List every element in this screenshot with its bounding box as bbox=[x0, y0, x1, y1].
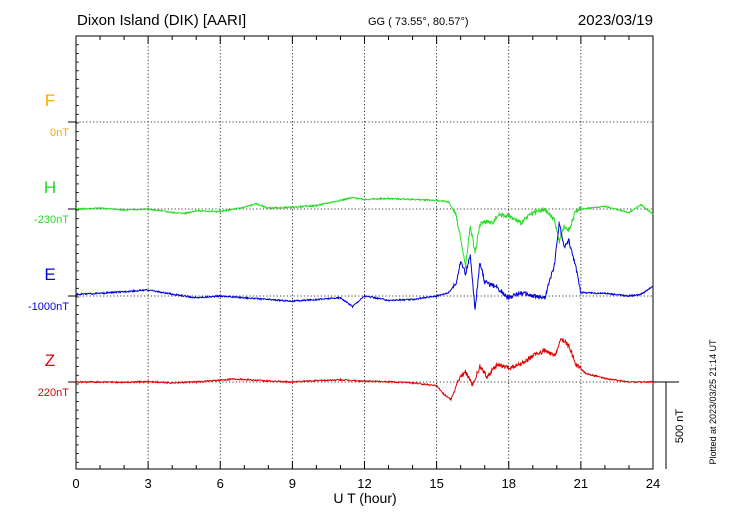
component-label-z: Z bbox=[45, 351, 55, 370]
component-traces bbox=[75, 196, 654, 402]
x-tick-label: 15 bbox=[429, 476, 443, 491]
trace-e bbox=[75, 221, 654, 310]
vertical-gridlines bbox=[147, 36, 582, 469]
horizontal-gridlines bbox=[68, 121, 653, 383]
plot-date: 2023/03/19 bbox=[578, 12, 653, 29]
component-label-e: E bbox=[44, 265, 55, 284]
station-coordinates: GG ( 73.55°, 80.57°) bbox=[368, 16, 469, 28]
x-axis-ticks: 0 3 6 9 12 15 18 21 24 bbox=[72, 35, 660, 491]
x-tick-label: 9 bbox=[289, 476, 296, 491]
scale-bar: 500 nT bbox=[653, 381, 686, 469]
x-tick-label: 3 bbox=[145, 476, 152, 491]
component-baseline-e: -1000nT bbox=[28, 301, 69, 313]
x-tick-label: 21 bbox=[574, 476, 588, 491]
trace-h bbox=[75, 196, 654, 269]
component-baseline-f: 0nT bbox=[50, 127, 69, 139]
component-baseline-h: -230nT bbox=[34, 214, 69, 226]
x-tick-label: 6 bbox=[217, 476, 224, 491]
x-tick-label: 12 bbox=[357, 476, 371, 491]
component-label-f: F bbox=[45, 91, 55, 110]
component-labels: F 0nT H -230nT E -1000nT Z 220nT bbox=[28, 91, 69, 399]
station-title: Dixon Island (DIK) [AARI] bbox=[77, 12, 246, 29]
trace-z bbox=[75, 338, 654, 402]
x-tick-label: 18 bbox=[502, 476, 516, 491]
component-label-h: H bbox=[44, 178, 56, 197]
x-tick-label: 24 bbox=[646, 476, 660, 491]
scale-bar-label: 500 nT bbox=[674, 409, 686, 444]
x-axis-label: U T (hour) bbox=[333, 490, 396, 506]
x-tick-label: 0 bbox=[72, 476, 79, 491]
component-baseline-z: 220nT bbox=[38, 387, 69, 399]
plotted-timestamp: Plotted at 2023/03/25 21:14 UT bbox=[708, 339, 718, 465]
